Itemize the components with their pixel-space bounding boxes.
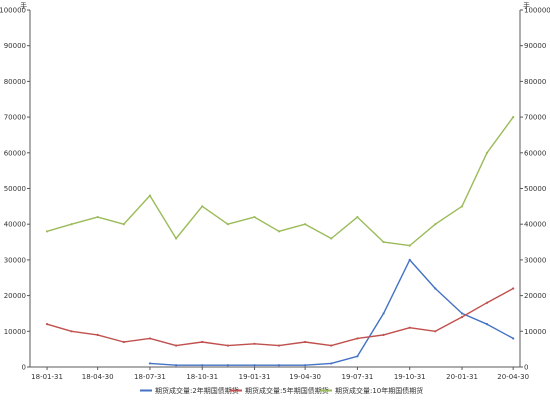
data-point (148, 337, 152, 340)
y-tick-label-right: 10000 (524, 328, 546, 336)
data-point (201, 205, 204, 208)
data-point (96, 333, 99, 336)
data-point (304, 340, 307, 344)
data-point (253, 364, 256, 367)
y-tick-label-right: 60000 (524, 149, 546, 157)
data-point (460, 315, 464, 319)
x-tick-label: 18-01-31 (31, 373, 63, 381)
series-line-2 (46, 116, 514, 247)
data-point (356, 337, 359, 340)
data-point (434, 223, 437, 226)
data-point (382, 312, 385, 315)
data-point (330, 362, 333, 365)
legend-label-1: 期货成交量:5年期国债期货 (245, 386, 329, 395)
x-tick-label: 20-04-30 (497, 373, 529, 381)
x-tick-label: 19-10-31 (394, 373, 426, 381)
data-point (253, 342, 256, 345)
data-point (408, 244, 411, 247)
data-point (512, 337, 515, 340)
y-tick-label-left: 100000 (0, 7, 26, 15)
y-tick-label-left: 40000 (4, 221, 26, 229)
data-point (408, 326, 411, 329)
x-tick-label: 18-04-30 (82, 373, 114, 381)
data-point (174, 344, 178, 347)
y-tick-label-left: 80000 (4, 78, 26, 86)
data-point (174, 364, 178, 367)
data-point (356, 355, 359, 358)
y-tick-label-left: 60000 (4, 149, 26, 157)
y-tick-label-left: 20000 (4, 292, 26, 300)
legend: 期货成交量:2年期国债期货 期货成交量:5年期国债期货 期货成交量:10年期国债期货 (140, 386, 423, 395)
x-tick-label: 19-01-31 (239, 373, 271, 381)
y-tick-label-left: 10000 (4, 328, 26, 336)
y-tick-label-left: 0 (22, 364, 26, 372)
data-point (382, 333, 385, 336)
data-point (70, 223, 73, 226)
data-point (45, 323, 49, 326)
y-tick-label-left: 30000 (4, 256, 26, 264)
y-tick-label-left: 50000 (4, 185, 26, 193)
data-point (96, 215, 99, 219)
data-point (70, 330, 73, 333)
data-point (382, 240, 385, 244)
data-point (408, 258, 411, 261)
data-point (512, 287, 515, 290)
data-point (122, 340, 125, 344)
y-tick-label-right: 50000 (524, 185, 546, 193)
data-point (277, 344, 281, 347)
data-point (434, 330, 437, 333)
y-tick-label-right: 80000 (524, 78, 546, 86)
y-tick-label-right: 70000 (524, 114, 546, 122)
data-point (485, 301, 489, 304)
data-point (304, 364, 307, 367)
data-point (253, 215, 256, 219)
x-tick-label: 19-07-31 (342, 373, 374, 381)
data-point (45, 230, 49, 233)
data-point (148, 194, 152, 197)
x-tick-label: 20-01-31 (446, 373, 478, 381)
x-tick-label: 18-07-31 (134, 373, 166, 381)
data-point (485, 323, 489, 326)
y-tick-label-right: 40000 (524, 221, 546, 229)
data-point (226, 364, 229, 367)
y-unit-right: 手 (523, 1, 530, 10)
data-point (277, 230, 281, 233)
data-point (226, 223, 229, 226)
data-point (226, 344, 229, 347)
series-line-0 (149, 259, 514, 366)
data-point (356, 215, 359, 219)
data-point (201, 364, 204, 367)
x-tick-label: 18-10-31 (186, 373, 218, 381)
data-point (201, 340, 204, 344)
data-point (148, 362, 152, 365)
y-tick-label-right: 90000 (524, 42, 546, 50)
data-point (174, 237, 178, 240)
data-point (330, 237, 333, 240)
series-line-1 (46, 287, 514, 347)
x-tick-label: 19-04-30 (289, 373, 321, 381)
axes: 手 手 0 0 10000 10000 20000 20000 30000 30000 40000 4… (0, 1, 550, 381)
data-point (512, 116, 515, 119)
data-point (485, 151, 489, 154)
data-point (434, 287, 437, 290)
legend-label-2: 期货成交量:10年期国债期货 (335, 386, 423, 395)
legend-label-0: 期货成交量:2年期国债期货 (155, 386, 239, 395)
y-tick-label-right: 30000 (524, 256, 546, 264)
y-tick-label-left: 70000 (4, 114, 26, 122)
data-point (277, 364, 281, 367)
y-tick-label-left: 90000 (4, 42, 26, 50)
data-point (460, 312, 464, 315)
y-tick-label-right: 100000 (524, 7, 550, 15)
data-point (304, 223, 307, 226)
data-point (122, 223, 125, 226)
series-lines (45, 116, 515, 367)
data-point (460, 205, 464, 208)
y-tick-label-right: 20000 (524, 292, 546, 300)
data-point (330, 344, 333, 347)
y-unit-left: 手 (20, 1, 27, 10)
y-tick-label-right: 0 (524, 364, 528, 372)
